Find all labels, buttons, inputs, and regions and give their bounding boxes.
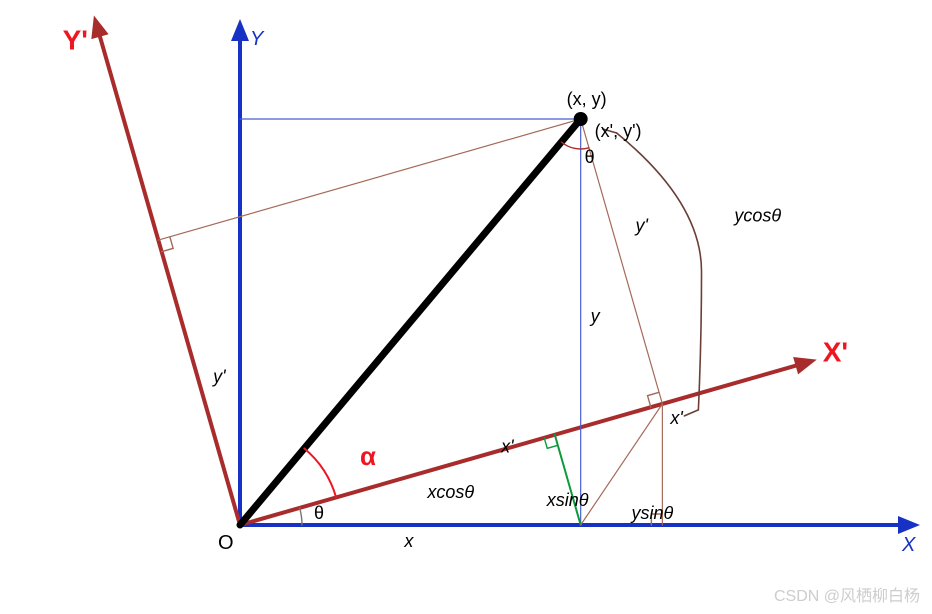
label-xprime-small: x'	[669, 408, 683, 428]
label-xpyp: (x', y')	[595, 121, 642, 141]
label-xy: (x, y)	[567, 89, 607, 109]
label-theta-bottom: θ	[314, 503, 324, 523]
label-Xprime: X'	[823, 337, 848, 368]
label-O: O	[218, 532, 234, 554]
label-x: x	[403, 531, 414, 551]
label-alpha: α	[360, 441, 376, 471]
label-xprime-mid: x'	[500, 436, 514, 456]
arrow	[240, 357, 817, 525]
diagram-root: O X Y X' Y' (x, y) (x', y') x y x' y' y' θ θ α xcosθ xsi…	[63, 16, 920, 556]
label-X: X	[901, 534, 916, 556]
arrow	[91, 16, 240, 525]
label-theta-top: θ	[585, 147, 595, 167]
arrow	[231, 19, 249, 525]
label-Y: Y	[250, 28, 265, 50]
label-y: y	[589, 306, 601, 326]
label-xsin: xsinθ	[546, 490, 589, 510]
watermark: CSDN @风栖柳白杨	[774, 582, 920, 606]
label-ysin: ysinθ	[630, 503, 674, 523]
label-ycos: ycosθ	[732, 205, 781, 225]
label-yprime-mid: y'	[634, 215, 649, 235]
label-Yprime: Y'	[63, 25, 88, 56]
label-xcos: xcosθ	[426, 482, 474, 502]
label-yprime-left: y'	[211, 367, 226, 387]
